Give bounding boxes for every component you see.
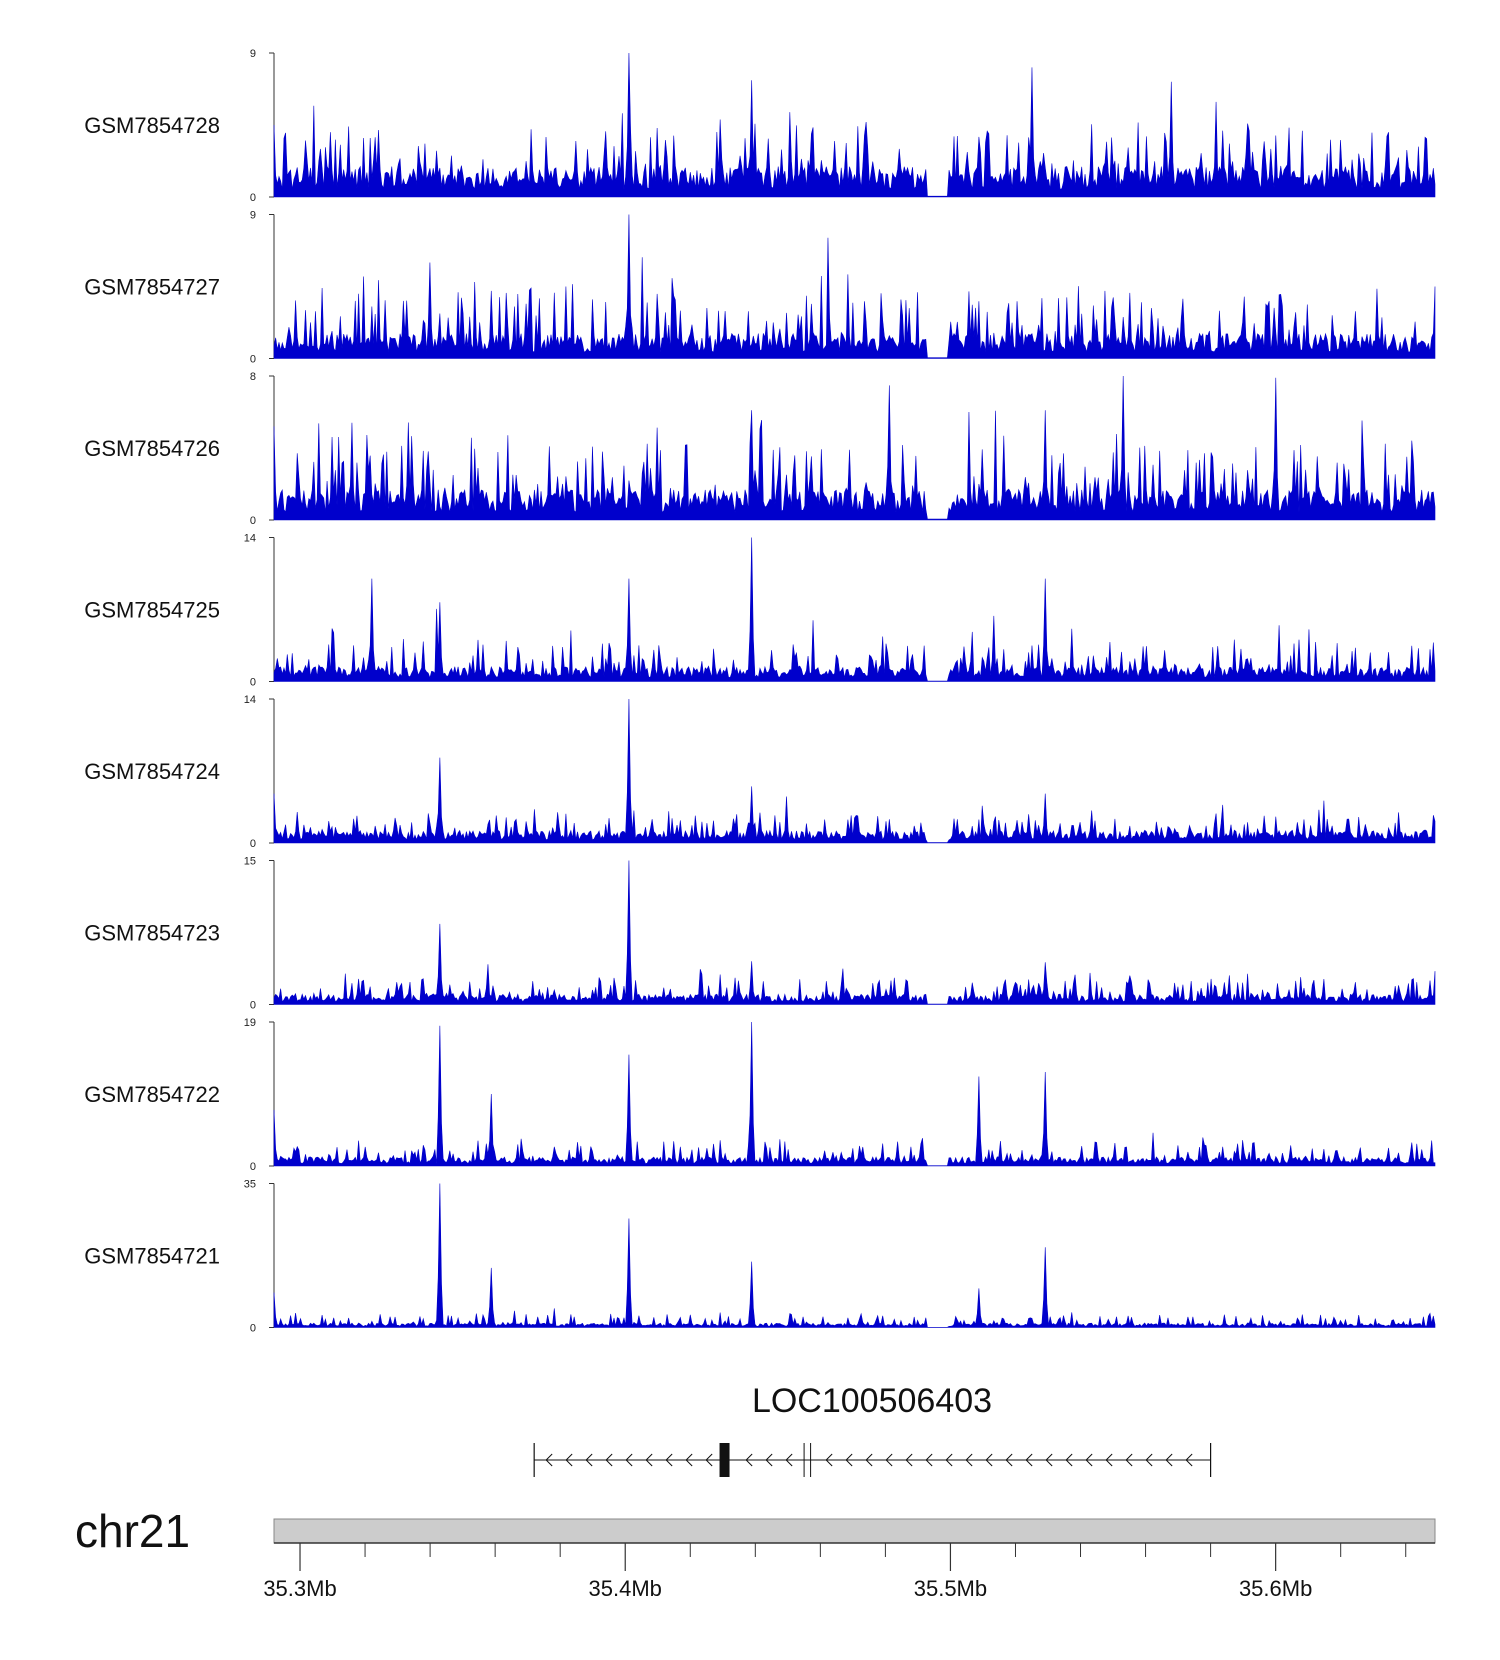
- y-min-label: 0: [250, 354, 256, 366]
- y-max-label: 9: [250, 210, 256, 222]
- coverage-area: [273, 214, 1436, 359]
- y-max-label: 14: [244, 533, 256, 545]
- signal-track: GSM7854727 9 0: [84, 210, 1436, 366]
- strand-arrow: [1165, 1453, 1173, 1467]
- y-max-label: 15: [244, 856, 256, 868]
- strand-arrow: [605, 1453, 613, 1467]
- coverage-area: [273, 860, 1436, 1005]
- track-label: GSM7854726: [84, 436, 220, 461]
- y-max-label: 8: [250, 371, 256, 383]
- strand-arrow: [1145, 1453, 1153, 1467]
- strand-arrow: [545, 1453, 553, 1467]
- signal-track: GSM7854721 35 0: [84, 1179, 1436, 1335]
- signal-track: GSM7854728 9 0: [84, 48, 1436, 204]
- chromosome-axis: chr21 35.3Mb 35.4Mb 35.5Mb 35.6Mb: [75, 1505, 1436, 1601]
- y-max-label: 14: [244, 694, 256, 706]
- strand-arrow: [685, 1453, 693, 1467]
- strand-arrow: [905, 1453, 913, 1467]
- y-max-label: 9: [250, 48, 256, 60]
- strand-arrow: [925, 1453, 933, 1467]
- strand-arrow: [1125, 1453, 1133, 1467]
- strand-arrow: [1005, 1453, 1013, 1467]
- strand-arrow: [885, 1453, 893, 1467]
- strand-arrow: [945, 1453, 953, 1467]
- track-label: GSM7854724: [84, 759, 220, 784]
- strand-arrow: [705, 1453, 713, 1467]
- y-min-label: 0: [250, 838, 256, 850]
- y-max-label: 19: [244, 1017, 256, 1029]
- coverage-area: [273, 1183, 1436, 1328]
- strand-arrow: [1105, 1453, 1113, 1467]
- strand-arrow: [765, 1453, 773, 1467]
- y-min-label: 0: [250, 1323, 256, 1335]
- axis-tick-label: 35.5Mb: [914, 1576, 987, 1601]
- strand-arrow: [1025, 1453, 1033, 1467]
- signal-track: GSM7854726 8 0: [84, 371, 1436, 527]
- axis-tick-label: 35.4Mb: [589, 1576, 662, 1601]
- gene-annotation-track: LOC100506403: [533, 1382, 1212, 1477]
- coverage-area: [273, 52, 1436, 198]
- signal-track: GSM7854722 19 0: [84, 1017, 1436, 1173]
- strand-arrow: [1185, 1453, 1193, 1467]
- strand-arrow: [1085, 1453, 1093, 1467]
- strand-arrow: [825, 1453, 833, 1467]
- y-max-label: 35: [244, 1179, 256, 1191]
- strand-arrow: [785, 1453, 793, 1467]
- strand-arrow: [645, 1453, 653, 1467]
- axis-tick-label: 35.6Mb: [1239, 1576, 1312, 1601]
- track-label: GSM7854721: [84, 1244, 220, 1269]
- y-min-label: 0: [250, 515, 256, 527]
- chromosome-label: chr21: [75, 1505, 190, 1557]
- track-label: GSM7854727: [84, 275, 220, 300]
- track-label: GSM7854722: [84, 1082, 220, 1107]
- coverage-area: [273, 375, 1436, 521]
- gene-exon: [719, 1443, 730, 1477]
- signal-track: GSM7854725 14 0: [84, 533, 1436, 689]
- coverage-area: [273, 698, 1436, 844]
- y-min-label: 0: [250, 192, 256, 204]
- strand-arrow: [865, 1453, 873, 1467]
- chromosome-band: [273, 1518, 1436, 1544]
- track-label: GSM7854728: [84, 113, 220, 138]
- strand-arrow: [565, 1453, 573, 1467]
- y-min-label: 0: [250, 1000, 256, 1012]
- strand-arrow: [665, 1453, 673, 1467]
- y-min-label: 0: [250, 1161, 256, 1173]
- strand-arrow: [845, 1453, 853, 1467]
- strand-arrow: [585, 1453, 593, 1467]
- y-min-label: 0: [250, 677, 256, 689]
- axis-tick-label: 35.3Mb: [263, 1576, 336, 1601]
- strand-arrow: [1045, 1453, 1053, 1467]
- strand-arrow: [1065, 1453, 1073, 1467]
- signal-track: GSM7854723 15 0: [84, 856, 1436, 1012]
- signal-tracks: GSM785472890GSM785472790GSM785472680GSM7…: [84, 48, 1436, 1335]
- coverage-area: [273, 537, 1436, 682]
- signal-track: GSM7854724 14 0: [84, 694, 1436, 850]
- strand-arrow: [625, 1453, 633, 1467]
- strand-arrow: [745, 1453, 753, 1467]
- strand-arrow: [985, 1453, 993, 1467]
- track-label: GSM7854723: [84, 921, 220, 946]
- gene-name-label: LOC100506403: [752, 1382, 992, 1420]
- strand-arrow: [965, 1453, 973, 1467]
- coverage-area: [273, 1021, 1436, 1167]
- track-label: GSM7854725: [84, 598, 220, 623]
